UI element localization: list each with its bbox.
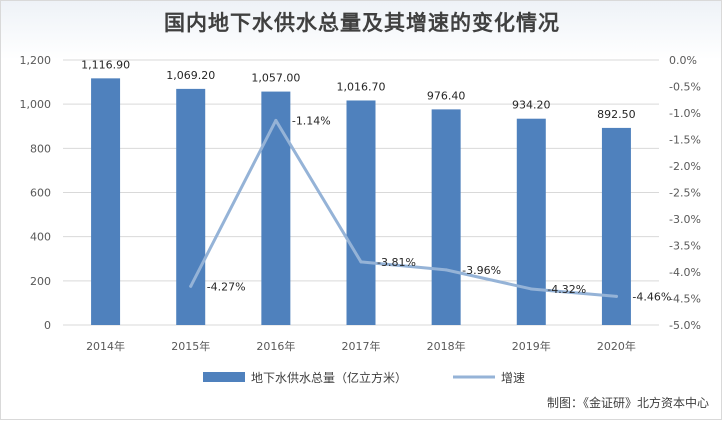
y-left-tick-label: 800 bbox=[30, 142, 51, 155]
bar-data-label: 1,116.90 bbox=[81, 58, 130, 71]
x-tick-label: 2018年 bbox=[427, 339, 466, 353]
growth-line bbox=[189, 118, 618, 298]
line-point bbox=[189, 284, 193, 288]
bar-data-label: 1,057.00 bbox=[251, 72, 300, 85]
line-data-label: -1.14% bbox=[292, 114, 331, 127]
x-tick-label: 2017年 bbox=[342, 339, 381, 353]
x-tick-label: 2014年 bbox=[86, 339, 125, 353]
line-data-label: -4.32% bbox=[547, 283, 586, 296]
y-right-tick-label: -3.0% bbox=[669, 213, 701, 226]
y-left-tick-label: 400 bbox=[30, 231, 51, 244]
bar bbox=[601, 127, 631, 325]
line-data-label: -3.81% bbox=[377, 256, 416, 269]
y-right-tick-label: -2.0% bbox=[669, 160, 701, 173]
y-left-tick-label: 1,000 bbox=[20, 98, 52, 111]
bar bbox=[176, 88, 206, 325]
y-right-tick-label: -5.0% bbox=[669, 319, 701, 332]
y-right-tick-label: -2.5% bbox=[669, 187, 701, 200]
bar-data-label: 934.20 bbox=[512, 99, 551, 112]
bar bbox=[516, 118, 546, 325]
x-tick-label: 2019年 bbox=[512, 339, 551, 353]
y-right-tick-label: -4.5% bbox=[669, 293, 701, 306]
bar-data-label: 892.50 bbox=[597, 108, 636, 121]
line-data-label: -4.46% bbox=[632, 290, 671, 303]
line-point bbox=[529, 287, 533, 291]
x-tick-label: 2020年 bbox=[597, 339, 636, 353]
x-tick-label: 2016年 bbox=[256, 339, 295, 353]
bar bbox=[431, 109, 461, 326]
line-point bbox=[444, 268, 448, 272]
y-right-tick-label: -1.5% bbox=[669, 134, 701, 147]
legend-label-line: 增速 bbox=[501, 371, 525, 385]
y-left-tick-label: 600 bbox=[30, 187, 51, 200]
line-point bbox=[614, 294, 618, 298]
source-note: 制图：《金证研》北方资本中心 bbox=[546, 396, 709, 410]
legend-label-bars: 地下水供水总量（亿立方米） bbox=[251, 370, 407, 385]
bar bbox=[91, 78, 121, 325]
x-tick-label: 2015年 bbox=[171, 339, 210, 353]
line-data-label: -4.27% bbox=[207, 280, 246, 293]
bar bbox=[261, 91, 291, 326]
bar-data-label: 1,069.20 bbox=[166, 69, 215, 82]
line-point bbox=[274, 118, 278, 122]
y-right-tick-label: -1.0% bbox=[669, 107, 701, 120]
chart-title: 国内地下水供水总量及其增速的变化情况 bbox=[164, 11, 560, 35]
bar bbox=[346, 100, 376, 325]
y-right-tick-label: -0.5% bbox=[669, 81, 701, 94]
line-point bbox=[359, 260, 363, 264]
y-right-tick-label: -3.5% bbox=[669, 240, 701, 253]
y-right-tick-label: 0.0% bbox=[669, 54, 697, 67]
y-left-tick-label: 0 bbox=[44, 319, 51, 332]
y-left-tick-label: 200 bbox=[30, 275, 51, 288]
legend-swatch-bars bbox=[203, 372, 245, 382]
y-left-tick-label: 1,200 bbox=[20, 54, 52, 67]
y-right-tick-label: -4.0% bbox=[669, 266, 701, 279]
bar-data-label: 1,016.70 bbox=[337, 80, 386, 93]
bar-data-label: 976.40 bbox=[427, 89, 466, 102]
line-data-label: -3.96% bbox=[462, 264, 501, 277]
